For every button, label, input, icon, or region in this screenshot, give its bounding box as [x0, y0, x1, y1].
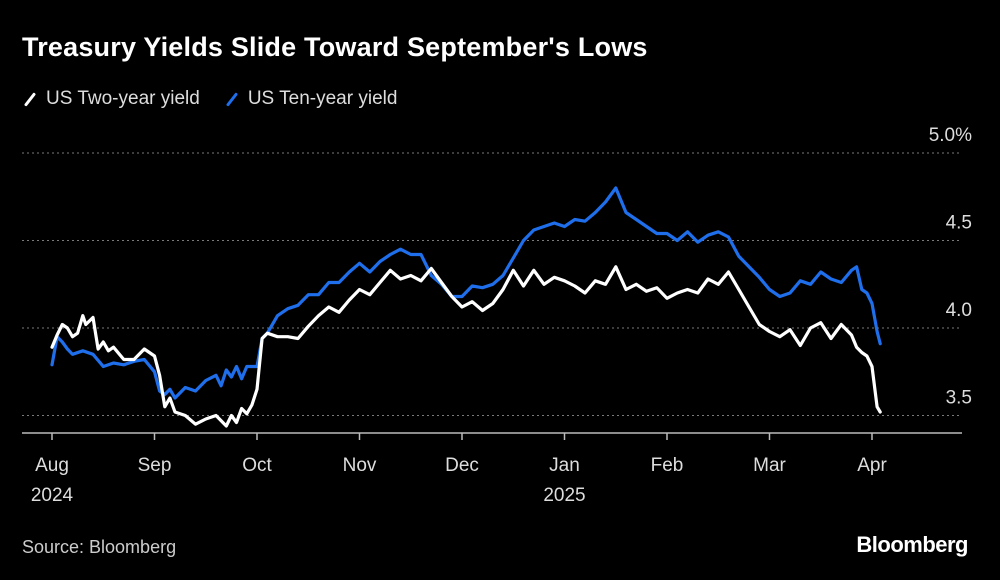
x-tick-label: Nov: [343, 455, 377, 476]
x-tick-label: Aug: [35, 455, 69, 476]
x-tick-label: Sep: [138, 455, 172, 476]
series-line-ten-year: [50, 186, 882, 400]
series-line-two-year: [50, 265, 882, 428]
x-tick-label: Mar: [753, 455, 786, 476]
x-tick-label: Dec: [445, 455, 479, 476]
source-note: Source: Bloomberg: [22, 537, 177, 557]
chart-title: Treasury Yields Slide Toward September's…: [22, 32, 648, 62]
legend-label-ten-year: US Ten-year yield: [247, 88, 398, 109]
x-tick-label: Jan: [549, 455, 580, 476]
legend: US Two-year yield US Ten-year yield: [22, 88, 397, 110]
x-tick-label: Oct: [242, 455, 272, 476]
x-tick-label: Feb: [651, 455, 684, 476]
y-tick-label: 5.0%: [929, 125, 972, 146]
y-tick-label: 4.0: [946, 300, 972, 321]
x-tick-label: Apr: [857, 455, 887, 476]
x-tick-year-label: 2025: [543, 485, 585, 506]
x-tick-year-label: 2024: [31, 485, 74, 506]
legend-item-two-year: US Two-year yield: [22, 88, 200, 110]
y-tick-label: 3.5: [946, 388, 972, 409]
legend-label-two-year: US Two-year yield: [46, 88, 200, 109]
legend-item-ten-year: US Ten-year yield: [224, 88, 398, 110]
bloomberg-logo: Bloomberg: [856, 532, 968, 557]
y-tick-label: 4.5: [946, 213, 972, 234]
